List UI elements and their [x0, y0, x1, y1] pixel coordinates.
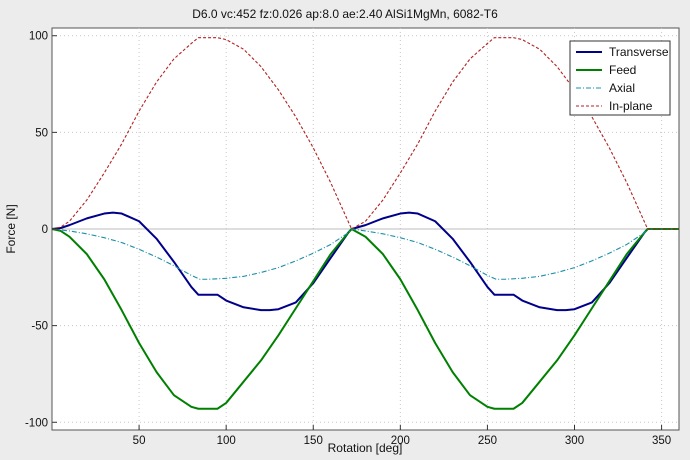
y-tick-label: 50 [35, 127, 48, 139]
legend: Transverse Feed Axial In-plane [569, 40, 671, 116]
y-axis-label: Force [N] [4, 204, 18, 253]
y-tick-label: -100 [25, 417, 48, 429]
y-tick-label: 100 [29, 31, 48, 43]
legend-box [569, 40, 671, 116]
x-tick-label: 350 [652, 435, 671, 447]
x-tick-label: 50 [133, 435, 146, 447]
legend-label-transverse: Transverse [609, 45, 669, 59]
y-axis-ticks: -100 -50 0 50 100 [25, 31, 57, 429]
x-tick-label: 150 [304, 435, 323, 447]
series-line-axial [51, 228, 679, 280]
series-line-transverse [51, 211, 679, 312]
x-axis-label: Rotation [deg] [328, 441, 403, 455]
legend-label-feed: Feed [609, 63, 636, 77]
legend-label-axial: Axial [609, 81, 635, 95]
x-tick-label: 250 [478, 435, 497, 447]
legend-label-in-plane: In-plane [609, 99, 653, 113]
y-tick-label: -50 [31, 321, 48, 333]
y-tick-label: 0 [42, 224, 48, 236]
x-tick-label: 100 [217, 435, 236, 447]
chart-title: D6.0 vc:452 fz:0.026 ap:8.0 ae:2.40 AlSi… [192, 7, 498, 21]
x-axis-ticks: 50 100 150 200 250 300 350 [133, 425, 671, 447]
x-tick-label: 300 [565, 435, 584, 447]
x-tick-label: 200 [391, 435, 410, 447]
series-line-feed [51, 228, 679, 410]
